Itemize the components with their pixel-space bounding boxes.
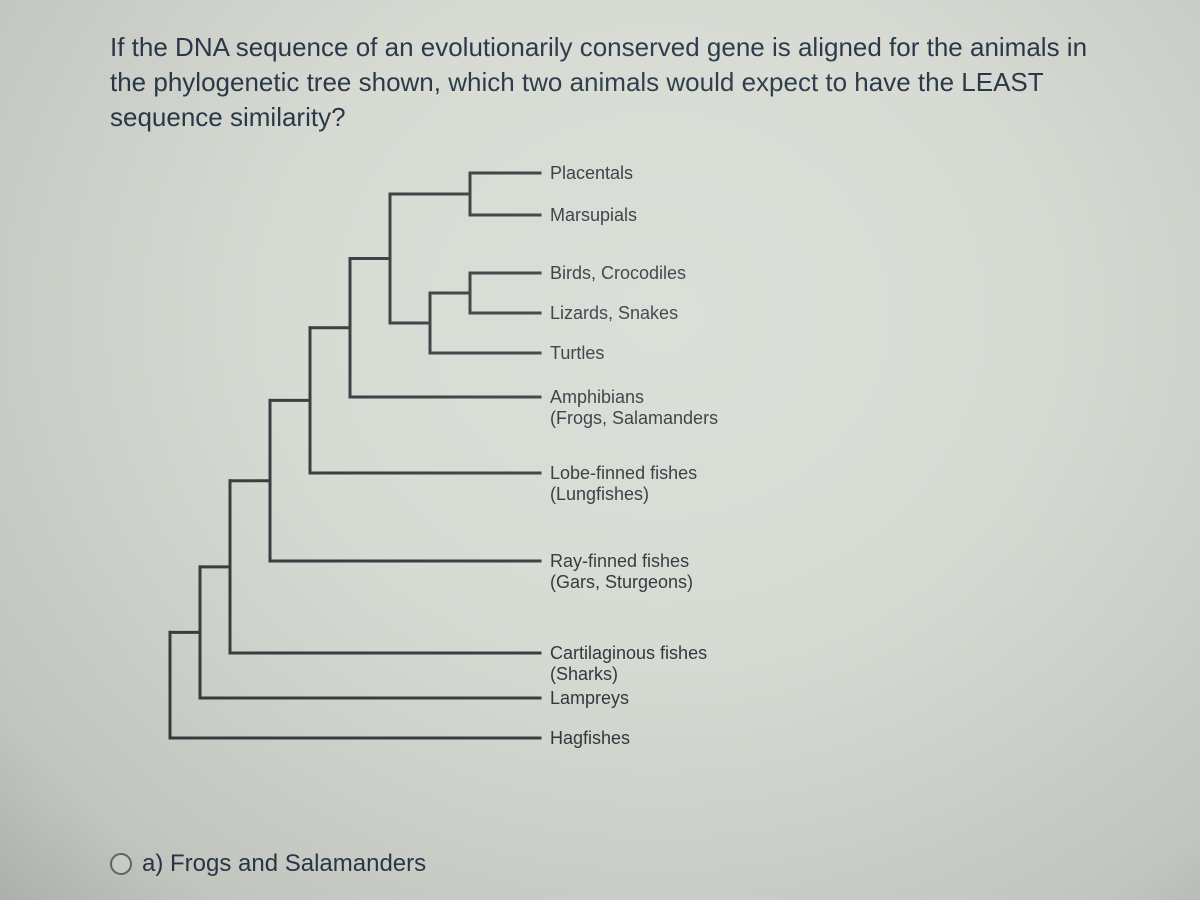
- leaf-label-lampreys: Lampreys: [550, 688, 629, 709]
- answer-a-label: a) Frogs and Salamanders: [142, 850, 426, 878]
- leaf-label-amphibians: Amphibians (Frogs, Salamanders: [550, 387, 718, 428]
- leaf-label-birds_crocs: Birds, Crocodiles: [550, 263, 686, 284]
- leaf-label-turtles: Turtles: [550, 343, 604, 364]
- question-text: If the DNA sequence of an evolutionarily…: [110, 30, 1120, 135]
- leaf-label-ray: Ray-finned fishes (Gars, Sturgeons): [550, 551, 693, 592]
- answer-option-a[interactable]: a) Frogs and Salamanders: [110, 850, 426, 878]
- leaf-label-lobe: Lobe-finned fishes (Lungfishes): [550, 463, 697, 504]
- leaf-label-placentals: Placentals: [550, 163, 633, 184]
- leaf-label-marsupials: Marsupials: [550, 205, 637, 226]
- leaf-label-cartil: Cartilaginous fishes (Sharks): [550, 643, 707, 684]
- leaf-label-hagfishes: Hagfishes: [550, 728, 630, 749]
- radio-icon[interactable]: [110, 853, 132, 875]
- leaf-label-lizards: Lizards, Snakes: [550, 303, 678, 324]
- phylogenetic-tree: Placentals Marsupials Birds, Crocodiles Liz…: [160, 153, 1060, 793]
- page: If the DNA sequence of an evolutionarily…: [0, 0, 1200, 900]
